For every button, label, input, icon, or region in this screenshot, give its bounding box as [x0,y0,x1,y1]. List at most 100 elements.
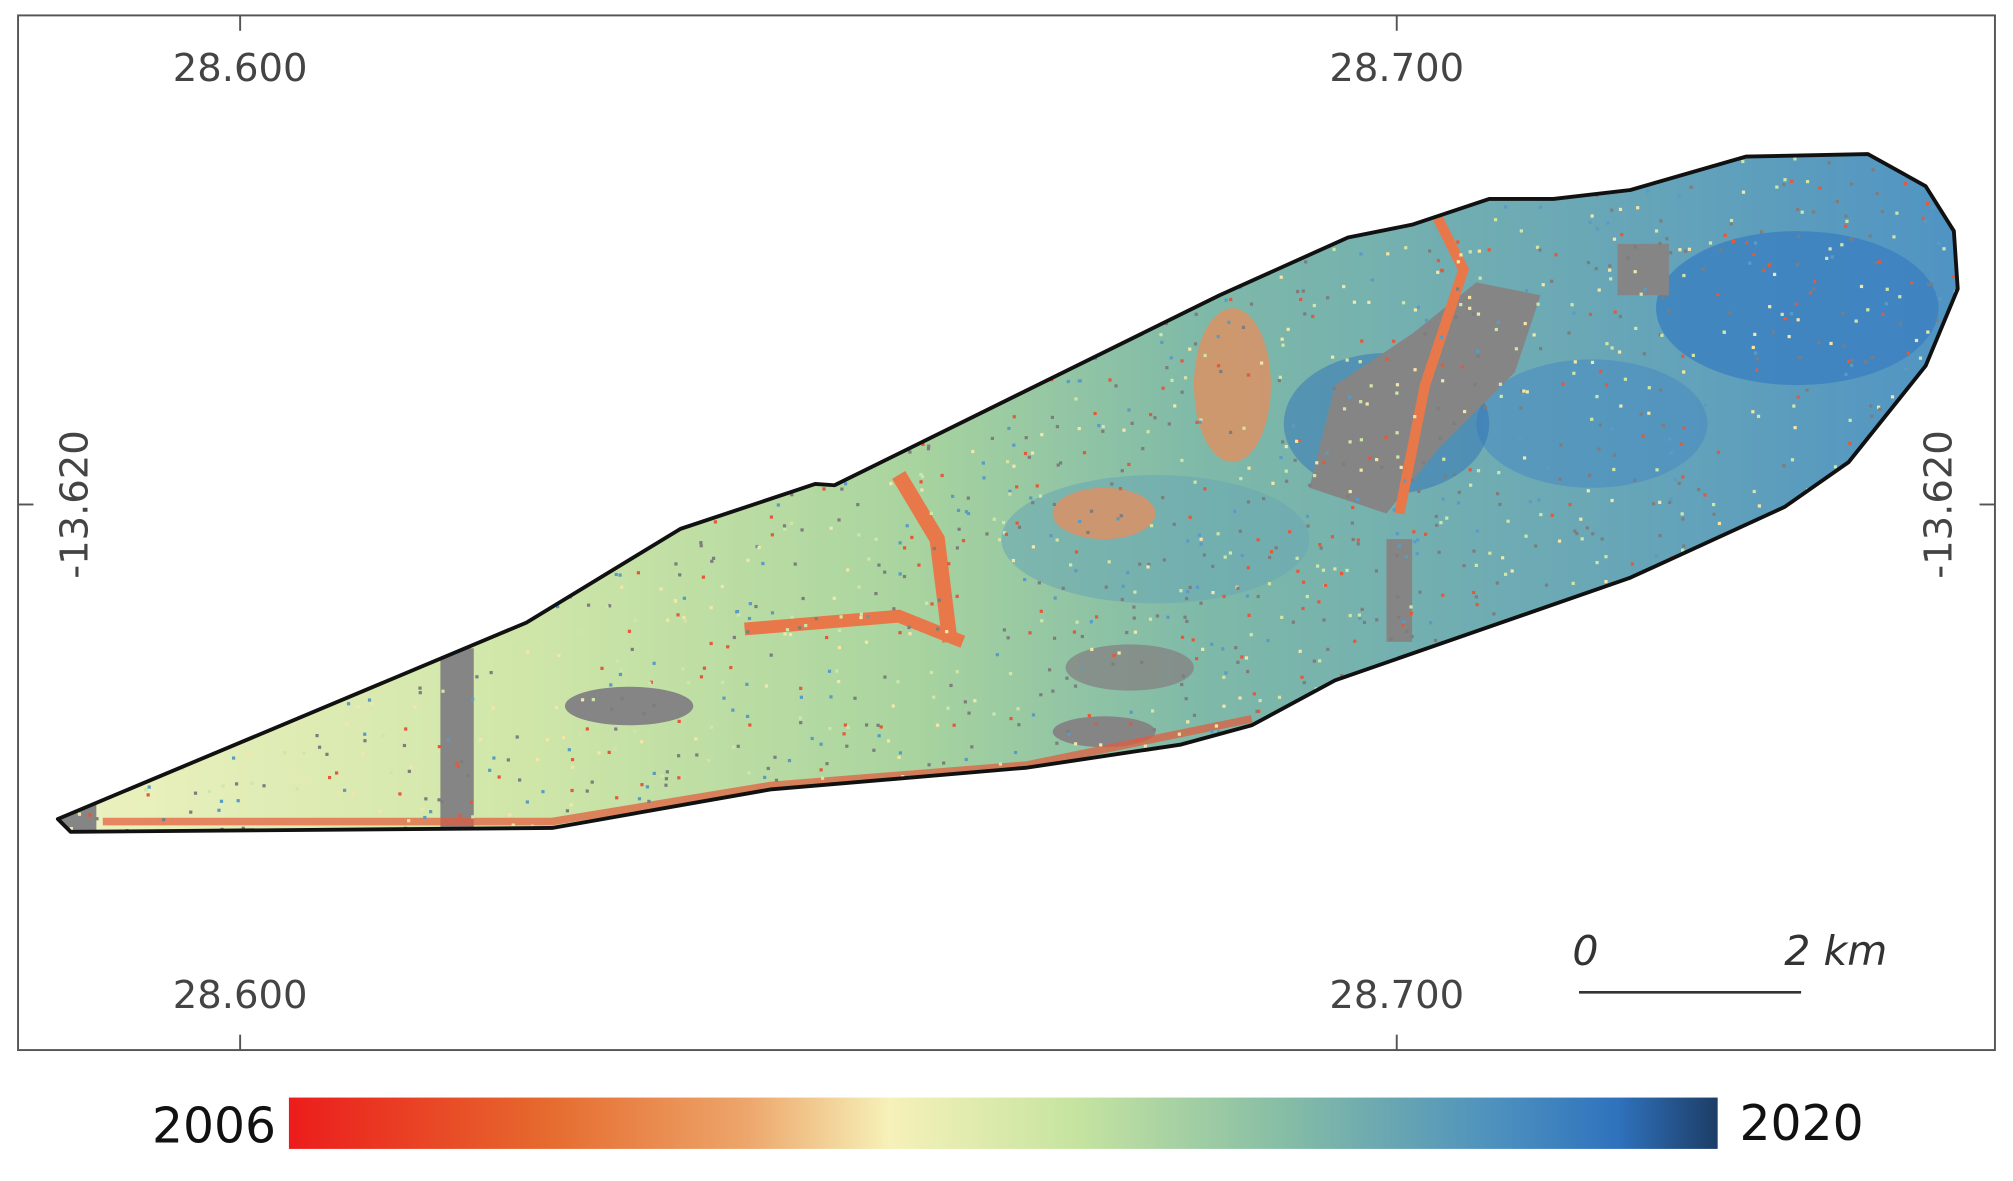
speckle-dot [789,521,794,525]
speckle-dot [955,670,959,674]
speckle-dot [1330,535,1334,539]
speckle-dot [1441,593,1445,597]
speckle-dot [557,653,561,658]
speckle-dot [219,799,224,803]
speckle-dot [1356,498,1360,502]
speckle-dot [1143,744,1148,748]
speckle-dot [1107,560,1111,564]
speckle-dot [1898,295,1902,299]
speckle-dot [1642,352,1646,356]
patch [744,609,966,648]
speckle-dot [1440,268,1444,272]
speckle-dot [1476,354,1480,358]
speckle-dot [1701,267,1705,271]
speckle-dot [1633,245,1637,249]
speckle-dot [1201,647,1205,651]
speckle-dot [1222,594,1226,599]
speckle-dot [525,800,529,804]
speckle-dot [1878,407,1882,411]
speckle-dot [1413,540,1417,544]
speckle-dot [1147,562,1151,567]
speckle-dot [1146,430,1150,434]
speckle-dot [1396,595,1400,599]
speckle-dot [1216,334,1220,339]
speckle-dot [1353,639,1357,643]
speckle-dot [1165,366,1169,370]
speckle-dot [800,528,804,532]
speckle-dot [1093,411,1097,416]
speckle-dot [1590,214,1594,218]
speckle-dot [1728,311,1732,315]
speckle-dot [1931,205,1935,210]
speckle-dot [927,763,931,767]
speckle-dot [518,778,522,782]
speckle-dot [1468,250,1472,254]
speckle-dot [1443,475,1447,479]
speckle-dot [1121,584,1125,588]
speckle-dot [664,777,669,781]
speckle-dot [1462,409,1467,414]
speckle-dot [1918,356,1923,360]
speckle-dot [1914,338,1919,343]
speckle-dot [1875,191,1879,196]
speckle-dot [1161,495,1165,500]
speckle-dot [950,494,955,498]
speckle-dot [1395,391,1399,395]
speckle-dot [1009,716,1013,721]
speckle-dot [1047,668,1052,672]
speckle-dot [1612,237,1617,241]
speckle-dot [1669,251,1673,255]
speckle-dot [389,770,393,775]
speckle-dot [1712,502,1716,507]
speckle-dot [1199,601,1203,605]
speckle-dot [1712,512,1716,516]
speckle-dot [1459,253,1463,257]
speckle-dot [1368,456,1372,460]
speckle-dot [1348,489,1352,494]
scale-end: 2 km [1784,927,1887,975]
speckle-dot [1926,283,1931,287]
speckle-dot [1030,451,1035,455]
speckle-dot [618,573,622,577]
speckle-dot [1558,477,1562,481]
speckle-dot [1169,356,1173,360]
speckle-dot [1039,609,1043,613]
speckle-dot [898,541,902,545]
speckle-dot [1559,443,1563,447]
speckle-dot [964,757,968,762]
speckle-dot [1659,219,1663,223]
speckle-dot [1503,572,1508,576]
scale-start: 0 [1572,927,1598,975]
speckle-dot [1221,647,1225,651]
speckle-dot [1073,742,1078,746]
speckle-dot [1247,466,1251,470]
speckle-dot [1567,331,1571,335]
speckle-dot [853,696,857,700]
speckle-dot [1441,497,1445,501]
speckle-dot [1673,477,1678,481]
speckle-dot [1051,689,1055,693]
speckle-dot [429,810,433,814]
speckle-dot [1133,590,1137,594]
speckle-dot [1794,302,1799,306]
speckle-dot [770,533,774,537]
speckle-dot [1630,562,1634,566]
speckle-dot [773,755,777,759]
speckle-dot [1274,546,1278,550]
speckle-dot [726,645,730,649]
speckle-dot [162,818,166,822]
speckle-dot [1421,460,1426,464]
speckle-dot [1554,253,1558,257]
speckle-dot [898,631,902,635]
speckle-dot [1319,546,1323,550]
speckle-dot [844,482,848,486]
speckle-dot [926,447,931,451]
speckle-dot [846,725,850,729]
speckle-dot [1023,577,1027,582]
speckle-dot [1828,247,1832,251]
speckle-dot [942,761,946,765]
speckle-dot [1198,420,1202,424]
speckle-dot [1660,333,1664,337]
speckle-dot [193,791,198,795]
speckle-dot [1052,502,1056,506]
